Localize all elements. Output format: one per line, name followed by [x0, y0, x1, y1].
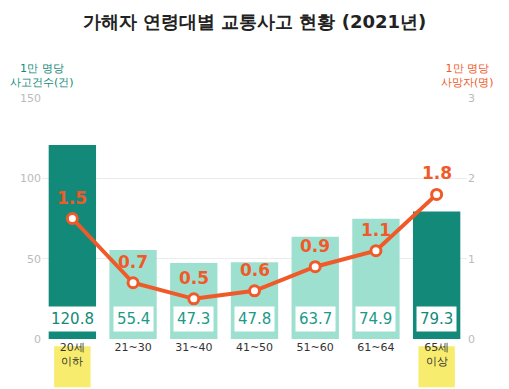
svg-text:51~60: 51~60 — [297, 341, 334, 354]
svg-text:55.4: 55.4 — [117, 310, 150, 328]
svg-text:1만 명당사고건수(건): 1만 명당사고건수(건) — [10, 62, 74, 89]
svg-text:100: 100 — [20, 172, 41, 185]
svg-text:0: 0 — [34, 333, 41, 346]
svg-text:0.9: 0.9 — [300, 236, 330, 256]
svg-text:0.5: 0.5 — [179, 268, 209, 288]
svg-text:74.9: 74.9 — [359, 310, 392, 328]
svg-text:21~30: 21~30 — [114, 341, 151, 354]
svg-text:79.3: 79.3 — [420, 310, 453, 328]
svg-text:가해자 연령대별 교통사고 현황 (2021년): 가해자 연령대별 교통사고 현황 (2021년) — [83, 11, 427, 32]
svg-text:1.1: 1.1 — [361, 220, 391, 240]
svg-text:0.7: 0.7 — [118, 252, 148, 272]
svg-text:3: 3 — [468, 92, 475, 105]
svg-text:120.8: 120.8 — [51, 310, 94, 328]
svg-text:31~40: 31~40 — [175, 341, 212, 354]
svg-text:50: 50 — [27, 253, 41, 266]
svg-text:0.6: 0.6 — [240, 260, 270, 280]
svg-text:1: 1 — [468, 253, 475, 266]
svg-text:1.8: 1.8 — [422, 163, 452, 183]
svg-text:2: 2 — [468, 172, 475, 185]
svg-text:63.7: 63.7 — [299, 310, 332, 328]
svg-text:1만 명당사망자(명): 1만 명당사망자(명) — [441, 62, 494, 89]
svg-text:1.5: 1.5 — [57, 188, 87, 208]
svg-text:0: 0 — [468, 333, 475, 346]
svg-text:61~64: 61~64 — [357, 341, 394, 354]
svg-text:47.3: 47.3 — [177, 310, 210, 328]
svg-text:150: 150 — [20, 92, 41, 105]
svg-text:65세이상: 65세이상 — [424, 341, 449, 368]
svg-text:47.8: 47.8 — [238, 310, 271, 328]
svg-text:20세이하: 20세이하 — [60, 341, 85, 368]
svg-text:41~50: 41~50 — [236, 341, 273, 354]
